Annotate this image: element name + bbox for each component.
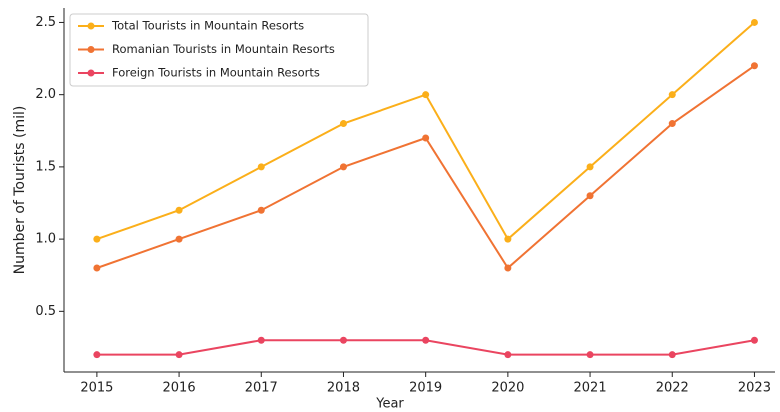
point (750, 18, 758, 26)
legend (69, 13, 369, 87)
point (422, 134, 430, 142)
point (93, 235, 101, 243)
point (668, 91, 676, 99)
point (93, 351, 101, 359)
legend-label: Romanian Tourists in Mountain Resorts (112, 42, 335, 56)
y-tick-label: 2.5 (35, 15, 56, 30)
x-tick-label: 2015 (80, 381, 113, 396)
legend-swatch (87, 69, 95, 77)
x-tick-label: 2023 (738, 381, 771, 396)
point (750, 62, 758, 70)
legend-swatch (87, 22, 95, 30)
legend-label: Total Tourists in Mountain Resorts (111, 19, 304, 33)
y-tick-label: 1.0 (35, 232, 56, 247)
point (175, 206, 183, 214)
y-tick-label: 2.0 (35, 87, 56, 102)
y-tick-label: 1.5 (35, 159, 56, 174)
x-tick-label: 2019 (409, 381, 442, 396)
point (339, 163, 347, 171)
x-tick-label: 2020 (491, 381, 524, 396)
point (504, 351, 512, 359)
point (586, 351, 594, 359)
point (668, 120, 676, 128)
point (175, 351, 183, 359)
legend-label: Foreign Tourists in Mountain Resorts (112, 66, 320, 80)
x-tick-label: 2022 (656, 381, 689, 396)
x-tick-label: 2017 (245, 381, 278, 396)
point (586, 163, 594, 171)
x-tick-label: 2021 (574, 381, 607, 396)
x-axis-label: Year (375, 397, 404, 412)
y-axis-label: Number of Tourists (mil) (12, 106, 28, 275)
point (422, 91, 430, 99)
x-tick-label: 2018 (327, 381, 360, 396)
y-tick-label: 0.5 (35, 304, 56, 319)
point (257, 206, 265, 214)
point (339, 336, 347, 344)
point (339, 120, 347, 128)
x-tick-label: 2016 (163, 381, 196, 396)
point (93, 264, 101, 272)
point (257, 336, 265, 344)
point (422, 336, 430, 344)
point (257, 163, 265, 171)
point (586, 192, 594, 200)
point (504, 235, 512, 243)
point (175, 235, 183, 243)
point (668, 351, 676, 359)
legend-swatch (87, 46, 95, 53)
point (504, 264, 512, 272)
point (750, 336, 758, 344)
